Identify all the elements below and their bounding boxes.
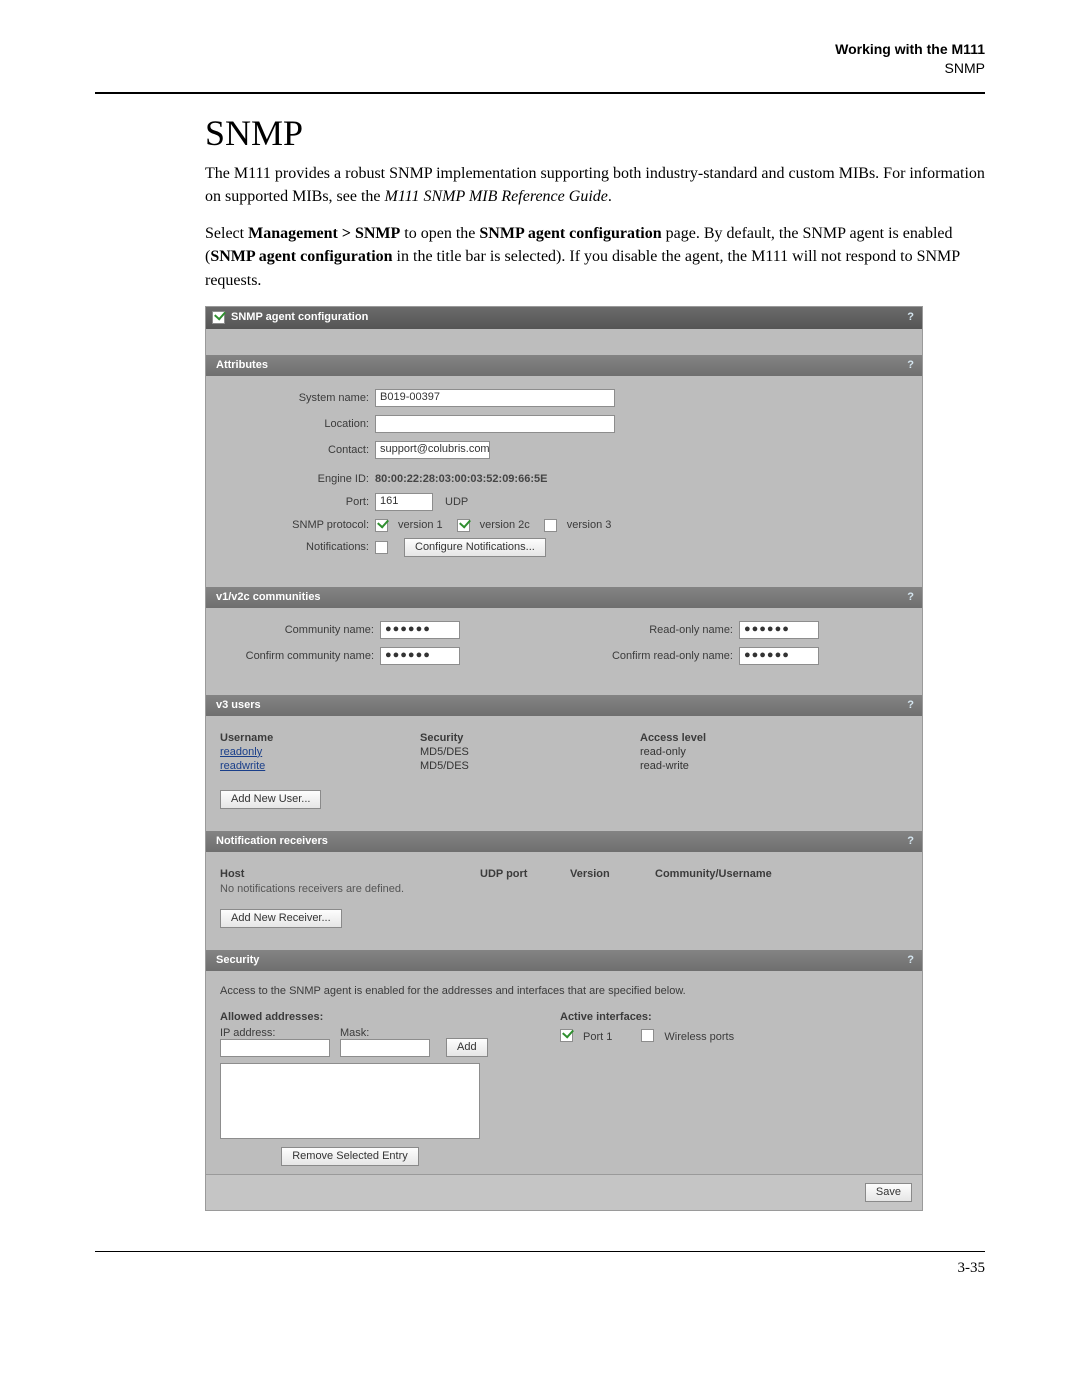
para-1: The M111 provides a robust SNMP implemen… [205,162,985,208]
allowed-addresses-label: Allowed addresses: [220,1011,520,1023]
remove-selected-entry-button[interactable]: Remove Selected Entry [281,1147,419,1166]
help-icon[interactable]: ? [907,359,914,371]
location-input[interactable] [375,415,615,433]
col-host: Host [220,868,480,880]
security-note: Access to the SNMP agent is enabled for … [220,985,908,997]
community-name-label: Community name: [220,624,380,636]
active-interfaces-label: Active interfaces: [560,1011,908,1023]
page-header: Working with the M111 SNMP [95,40,985,78]
port-label: Port: [220,496,375,508]
enable-agent-checkbox[interactable] [212,311,225,324]
col-security: Security [420,732,640,744]
receivers-empty-note: No notifications receivers are defined. [220,883,908,895]
contact-label: Contact: [220,444,375,456]
v3-users-bar: v3 users ? [206,695,922,716]
notification-receivers-bar: Notification receivers ? [206,831,922,852]
help-icon[interactable]: ? [907,591,914,603]
port-udp-note: UDP [445,496,468,508]
ip-address-input[interactable] [220,1039,330,1057]
confirm-community-name-input[interactable]: ●●●●●● [380,647,460,665]
col-community-username: Community/Username [655,868,908,880]
col-access: Access level [640,732,908,744]
version1-checkbox[interactable] [375,519,388,532]
v3-users-block: Username Security Access level readonly … [206,716,922,817]
community-name-input[interactable]: ●●●●●● [380,621,460,639]
col-udp-port: UDP port [480,868,570,880]
allowed-addresses-list[interactable] [220,1063,480,1139]
communities-bar: v1/v2c communities ? [206,587,922,608]
panel-title: SNMP agent configuration [231,311,368,323]
user-link[interactable]: readonly [220,746,262,758]
col-username: Username [220,732,420,744]
confirm-readonly-name-label: Confirm read-only name: [579,650,739,662]
add-new-receiver-button[interactable]: Add New Receiver... [220,909,342,928]
snmp-config-panel: SNMP agent configuration ? Attributes ? … [205,306,923,1211]
readonly-name-label: Read-only name: [579,624,739,636]
engine-id-label: Engine ID: [220,473,375,485]
wireless-ports-checkbox[interactable] [641,1029,654,1042]
bottom-rule [95,1251,985,1252]
col-version: Version [570,868,655,880]
notifications-checkbox[interactable] [375,541,388,554]
save-button[interactable]: Save [865,1183,912,1202]
notifications-label: Notifications: [220,541,375,553]
section-title: SNMP [205,112,985,154]
para-2: Select Management > SNMP to open the SNM… [205,222,985,292]
configure-notifications-button[interactable]: Configure Notifications... [404,538,546,557]
help-icon[interactable]: ? [907,954,914,966]
add-new-user-button[interactable]: Add New User... [220,790,321,809]
port1-checkbox[interactable] [560,1029,573,1042]
port-input[interactable]: 161 [375,493,433,511]
version3-checkbox[interactable] [544,519,557,532]
user-link[interactable]: readwrite [220,760,265,772]
system-name-input[interactable]: B019-00397 [375,389,615,407]
table-row: readwrite MD5/DES read-write [220,760,908,772]
header-section: SNMP [95,59,985,78]
page-number: 3-35 [95,1260,985,1277]
save-bar: Save [206,1174,922,1210]
ip-address-label: IP address: [220,1027,330,1039]
add-address-button[interactable]: Add [446,1038,488,1057]
attributes-block: System name: B019-00397 Location: Contac… [206,376,922,573]
snmp-protocol-label: SNMP protocol: [220,519,375,531]
panel-title-bar: SNMP agent configuration ? [206,307,922,329]
security-bar: Security ? [206,950,922,971]
version2c-checkbox[interactable] [457,519,470,532]
communities-block: Community name: ●●●●●● Confirm community… [206,608,922,681]
mask-input[interactable] [340,1039,430,1057]
confirm-community-name-label: Confirm community name: [220,650,380,662]
engine-id-value: 80:00:22:28:03:00:03:52:09:66:5E [375,473,547,485]
confirm-readonly-name-input[interactable]: ●●●●●● [739,647,819,665]
help-icon[interactable]: ? [907,699,914,711]
notification-receivers-block: Host UDP port Version Community/Username… [206,852,922,936]
contact-input[interactable]: support@colubris.com [375,441,490,459]
system-name-label: System name: [220,392,375,404]
help-icon[interactable]: ? [907,835,914,847]
attributes-bar: Attributes ? [206,355,922,376]
help-icon[interactable]: ? [907,311,914,323]
security-block: Access to the SNMP agent is enabled for … [206,971,922,1174]
location-label: Location: [220,418,375,430]
top-rule [95,92,985,94]
table-row: readonly MD5/DES read-only [220,746,908,758]
header-book: Working with the M111 [95,40,985,59]
mask-label: Mask: [340,1027,430,1039]
body-text: The M111 provides a robust SNMP implemen… [205,162,985,292]
readonly-name-input[interactable]: ●●●●●● [739,621,819,639]
